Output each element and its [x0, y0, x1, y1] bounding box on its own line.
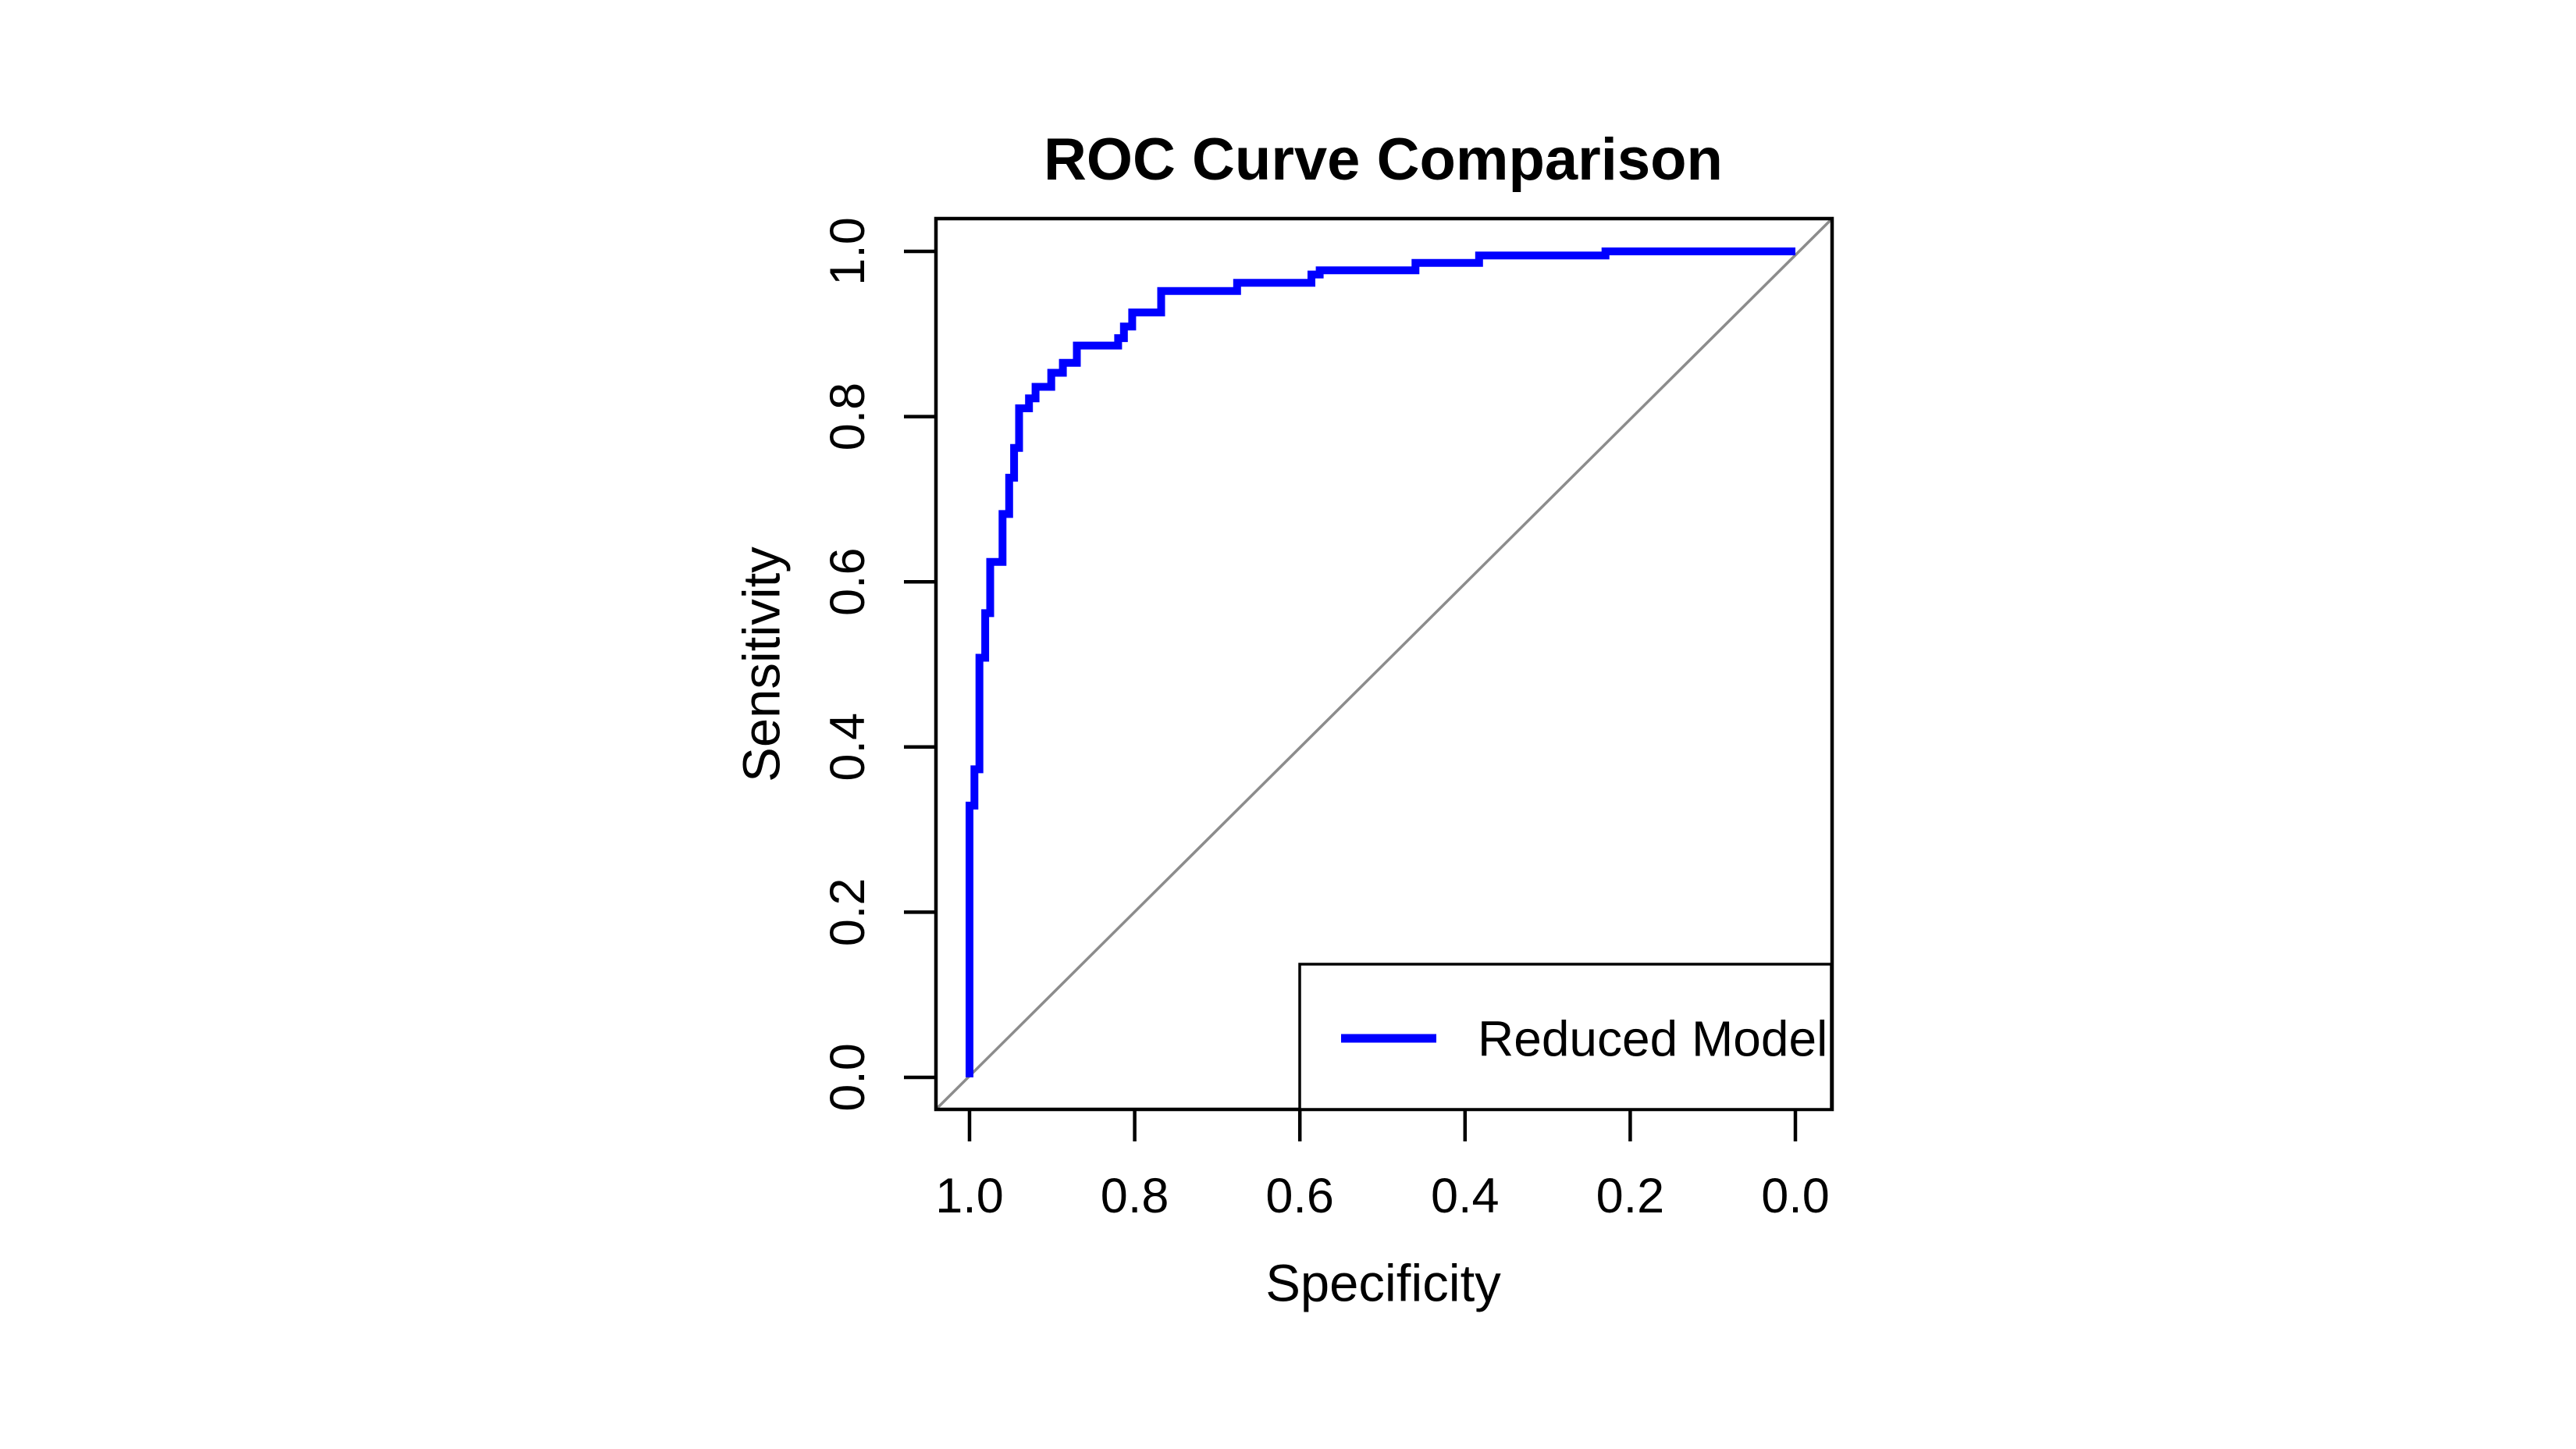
legend: Reduced Model — [1298, 963, 1833, 1111]
y-tick-label: 0.6 — [820, 547, 875, 616]
roc-curve — [966, 247, 1795, 1077]
chart-title: ROC Curve Comparison — [1044, 126, 1723, 193]
y-axis-tick-labels: 0.0 0.2 0.4 0.6 0.8 1.0 — [820, 217, 875, 1112]
y-tick-label: 0.0 — [820, 1043, 875, 1112]
x-tick-label: 0.6 — [1265, 1169, 1334, 1223]
x-axis-label: Specificity — [1265, 1254, 1501, 1312]
y-axis-label: Sensitivity — [732, 546, 791, 782]
y-tick-label: 0.2 — [820, 878, 875, 947]
reference-diagonal-line — [935, 218, 1833, 1110]
y-tick-label: 0.8 — [820, 383, 875, 451]
x-tick-label: 0.8 — [1101, 1169, 1169, 1223]
x-tick-label: 0.2 — [1596, 1169, 1665, 1223]
x-tick-label: 0.0 — [1761, 1169, 1830, 1223]
x-axis-ticks — [967, 1109, 1798, 1141]
legend-item-label: Reduced Model — [1478, 1010, 1827, 1066]
x-tick-label: 0.4 — [1431, 1169, 1500, 1223]
y-tick-label: 0.4 — [820, 713, 875, 781]
x-axis-tick-labels: 1.0 0.8 0.6 0.4 0.2 0.0 — [935, 1169, 1830, 1223]
y-tick-label: 1.0 — [820, 217, 875, 286]
y-axis-ticks — [904, 249, 936, 1080]
x-tick-label: 1.0 — [935, 1169, 1004, 1223]
